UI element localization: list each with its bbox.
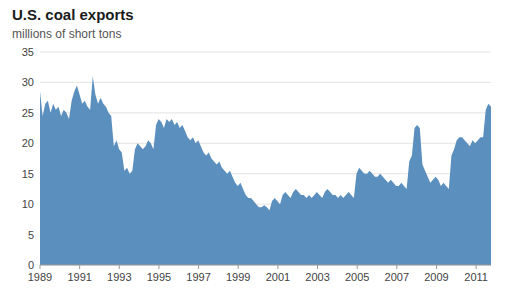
y-tick-label: 15 — [22, 168, 34, 180]
x-tick-label: 2007 — [385, 271, 409, 283]
x-tick-label: 1989 — [28, 271, 52, 283]
title: U.S. coal exports — [12, 6, 134, 23]
x-tick-label: 1999 — [226, 271, 250, 283]
grid-line — [40, 265, 491, 266]
x-tick — [317, 265, 318, 269]
x-tick-label: 2001 — [266, 271, 290, 283]
grid-line — [40, 82, 491, 83]
chart-container: U.S. coal exports millions of short tons 0… — [0, 0, 505, 295]
chart-svg: U.S. coal exports millions of short tons 0… — [0, 0, 505, 295]
x-tick — [158, 265, 159, 269]
y-tick-label: 20 — [22, 137, 34, 149]
x-tick — [79, 265, 80, 269]
x-tick-label: 1991 — [67, 271, 91, 283]
x-tick — [396, 265, 397, 269]
x-tick — [476, 265, 477, 269]
data-group — [40, 76, 491, 265]
x-tick-label: 2005 — [345, 271, 369, 283]
x-tick — [40, 265, 41, 269]
y-tick-label: 5 — [28, 229, 34, 241]
x-tick — [277, 265, 278, 269]
x-tick — [238, 265, 239, 269]
x-tick-label: 1993 — [107, 271, 131, 283]
x-tick — [436, 265, 437, 269]
x-tick — [119, 265, 120, 269]
area — [40, 76, 491, 265]
grid-line — [40, 52, 491, 53]
x-tick-label: 2011 — [464, 271, 488, 283]
x-tick-label: 2003 — [305, 271, 329, 283]
y-tick-label: 35 — [22, 46, 34, 58]
x-tick — [357, 265, 358, 269]
x-tick-label: 1995 — [147, 271, 171, 283]
x-tick — [198, 265, 199, 269]
y-grid — [40, 52, 491, 265]
y-tick-label: 0 — [28, 259, 34, 271]
x-tick-label: 1997 — [186, 271, 210, 283]
y-tick-label: 10 — [22, 198, 34, 210]
subtitle: millions of short tons — [12, 27, 121, 41]
y-tick-label: 25 — [22, 107, 34, 119]
x-axis-line — [40, 265, 491, 266]
x-tick-label: 2009 — [424, 271, 448, 283]
y-tick-label: 30 — [22, 76, 34, 88]
